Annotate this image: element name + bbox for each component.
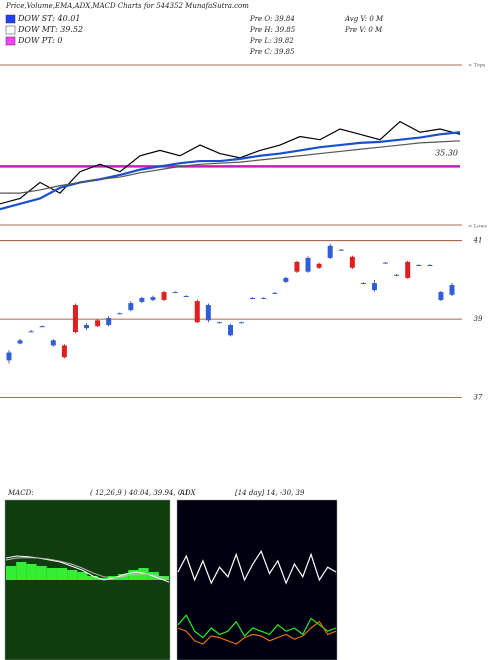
candle-body [139, 297, 145, 302]
legend-label: DOW MT: 39.52 [17, 25, 83, 34]
histogram-bar [6, 566, 17, 580]
reference-label: 35.30 [435, 148, 458, 157]
stat: Pre O: 39.84 [249, 15, 295, 23]
macd-title: MACD: [7, 489, 34, 497]
histogram-bar [97, 578, 108, 580]
candle-body [117, 313, 123, 315]
candle-body [327, 245, 333, 258]
candle-body [383, 262, 389, 264]
y-tick-label: 39 [474, 315, 483, 323]
candle-body [61, 345, 67, 358]
candle-body [438, 292, 444, 300]
candle-body [216, 322, 222, 324]
legend-swatch [5, 25, 16, 35]
candle-body [272, 292, 278, 294]
candle-body [28, 331, 34, 333]
candle-body [416, 265, 422, 267]
candle-body [128, 303, 134, 311]
histogram-bar [77, 572, 88, 580]
series-line [0, 120, 461, 205]
histogram-bar [118, 574, 129, 580]
histogram-bar [56, 568, 68, 580]
candle-body [17, 340, 23, 344]
adx-subtitle: [14 day] 14, -30, 39 [235, 489, 305, 497]
candle-body [449, 285, 455, 295]
y-tick-label: 37 [474, 394, 483, 402]
stat: Pre C: 39.85 [249, 48, 295, 56]
series-line [5, 557, 170, 580]
candle-body [106, 317, 112, 326]
candle-body [239, 322, 245, 324]
stat: Pre V: 0 M [344, 26, 383, 34]
series-line [0, 131, 461, 211]
candle-body [50, 340, 56, 346]
adx-panel [176, 499, 338, 660]
histogram-bar [36, 566, 47, 580]
candle-body [194, 301, 200, 323]
legend-swatch [5, 14, 16, 24]
candle-body [261, 297, 267, 299]
candle-body [349, 256, 355, 268]
candle-body [150, 297, 156, 300]
candle-body [183, 296, 189, 298]
annotation: < Tops [468, 63, 486, 69]
adx-title: ADX [179, 489, 197, 497]
candle-body [205, 305, 211, 321]
legend-label: DOW ST: 40.01 [17, 14, 80, 23]
histogram-bar [26, 564, 37, 580]
candle-body [338, 249, 344, 251]
series-line [177, 620, 337, 645]
annotation: < Lows [468, 224, 487, 230]
histogram-bar [87, 576, 98, 580]
candle-body [294, 261, 300, 272]
histogram-bar [67, 570, 78, 580]
y-tick-label: 41 [473, 237, 483, 245]
macd-subtitle: ( 12,26,9 ) 40.04, 39.94, 0.1 [90, 489, 189, 497]
candle-body [172, 292, 178, 294]
candle-body [360, 283, 366, 285]
candle-body [405, 261, 411, 278]
candle-body [39, 326, 45, 328]
stat: Avg V: 0 M [344, 15, 384, 23]
candle-body [84, 325, 90, 329]
candle-body [228, 325, 233, 336]
candle-body [95, 320, 101, 327]
candle-body [305, 257, 311, 272]
candle-body [394, 274, 400, 276]
candle-body [316, 263, 322, 268]
legend-label: DOW PT: 0 [17, 36, 63, 45]
histogram-bar [46, 568, 57, 580]
candle-body [427, 265, 433, 267]
legend-swatch [5, 36, 16, 46]
candle-body [371, 283, 377, 291]
series-line [177, 614, 337, 639]
candle-body [161, 292, 167, 300]
stat: Pre L: 39.82 [249, 37, 294, 45]
candle-body [72, 305, 78, 333]
series-line [177, 549, 337, 585]
page-title: Price,Volume,EMA,ADX,MACD Charts for 544… [5, 2, 249, 10]
stat: Pre H: 39.85 [249, 26, 296, 34]
candle-body [283, 277, 289, 282]
candle-body [6, 352, 12, 361]
histogram-bar [16, 562, 27, 580]
series-line [0, 140, 461, 194]
candle-body [250, 297, 256, 299]
